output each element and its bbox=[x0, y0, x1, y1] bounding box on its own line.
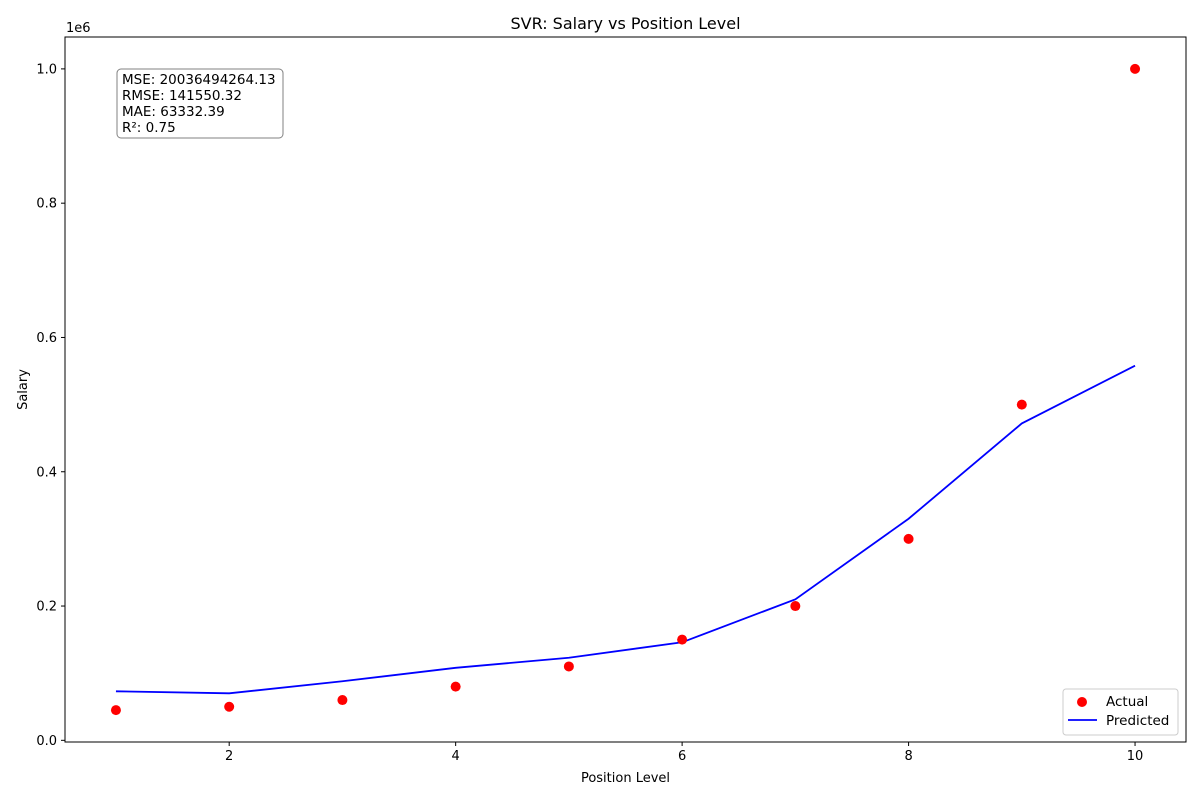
actual-point bbox=[790, 601, 801, 612]
y-scale-offset-label: 1e6 bbox=[66, 21, 91, 36]
x-tick-label: 4 bbox=[452, 749, 460, 764]
chart-title: SVR: Salary vs Position Level bbox=[510, 14, 740, 33]
y-tick-label: 0.6 bbox=[36, 331, 57, 346]
actual-point bbox=[903, 533, 914, 544]
series-layer bbox=[110, 63, 1141, 716]
metrics-box: MSE: 20036494264.13 RMSE: 141550.32 MAE:… bbox=[116, 68, 284, 139]
y-axis-ticks: 0.0 0.2 0.4 0.6 0.8 1.0 bbox=[36, 62, 65, 749]
legend-label-predicted: Predicted bbox=[1106, 713, 1169, 729]
actual-point bbox=[110, 705, 121, 716]
legend: Actual Predicted bbox=[1062, 688, 1179, 736]
legend-frame bbox=[1062, 688, 1179, 736]
predicted-line bbox=[115, 364, 1136, 695]
y-tick-label: 0.4 bbox=[36, 465, 57, 480]
x-tick-label: 6 bbox=[678, 749, 686, 764]
actual-point bbox=[224, 701, 235, 712]
legend-marker-actual bbox=[1077, 697, 1087, 707]
y-tick-label: 1.0 bbox=[36, 62, 57, 77]
x-tick-label: 10 bbox=[1127, 749, 1144, 764]
x-axis-label: Position Level bbox=[581, 771, 670, 786]
x-tick-label: 8 bbox=[904, 749, 912, 764]
actual-point bbox=[1016, 399, 1027, 410]
actual-point bbox=[563, 661, 574, 672]
metric-r2: R²: 0.75 bbox=[122, 120, 176, 136]
actual-point bbox=[450, 681, 461, 692]
metrics-box-frame bbox=[116, 68, 284, 139]
actual-point bbox=[677, 634, 688, 645]
y-tick-label: 0.8 bbox=[36, 197, 57, 212]
plot-frame bbox=[64, 36, 1187, 743]
legend-label-actual: Actual bbox=[1106, 694, 1148, 710]
y-tick-label: 0.0 bbox=[36, 734, 57, 749]
metric-mse: MSE: 20036494264.13 bbox=[122, 72, 276, 88]
actual-point bbox=[1130, 63, 1141, 74]
plot-area: 2 4 6 8 10 0.0 0.2 0.4 0.6 0.8 1.0 bbox=[36, 36, 1187, 764]
x-tick-label: 2 bbox=[225, 749, 233, 764]
x-axis-ticks: 2 4 6 8 10 bbox=[225, 742, 1143, 764]
metric-mae: MAE: 63332.39 bbox=[122, 104, 225, 120]
y-axis-label: Salary bbox=[16, 369, 31, 410]
actual-point bbox=[337, 695, 348, 706]
metric-rmse: RMSE: 141550.32 bbox=[122, 88, 242, 104]
y-tick-label: 0.2 bbox=[36, 600, 57, 615]
